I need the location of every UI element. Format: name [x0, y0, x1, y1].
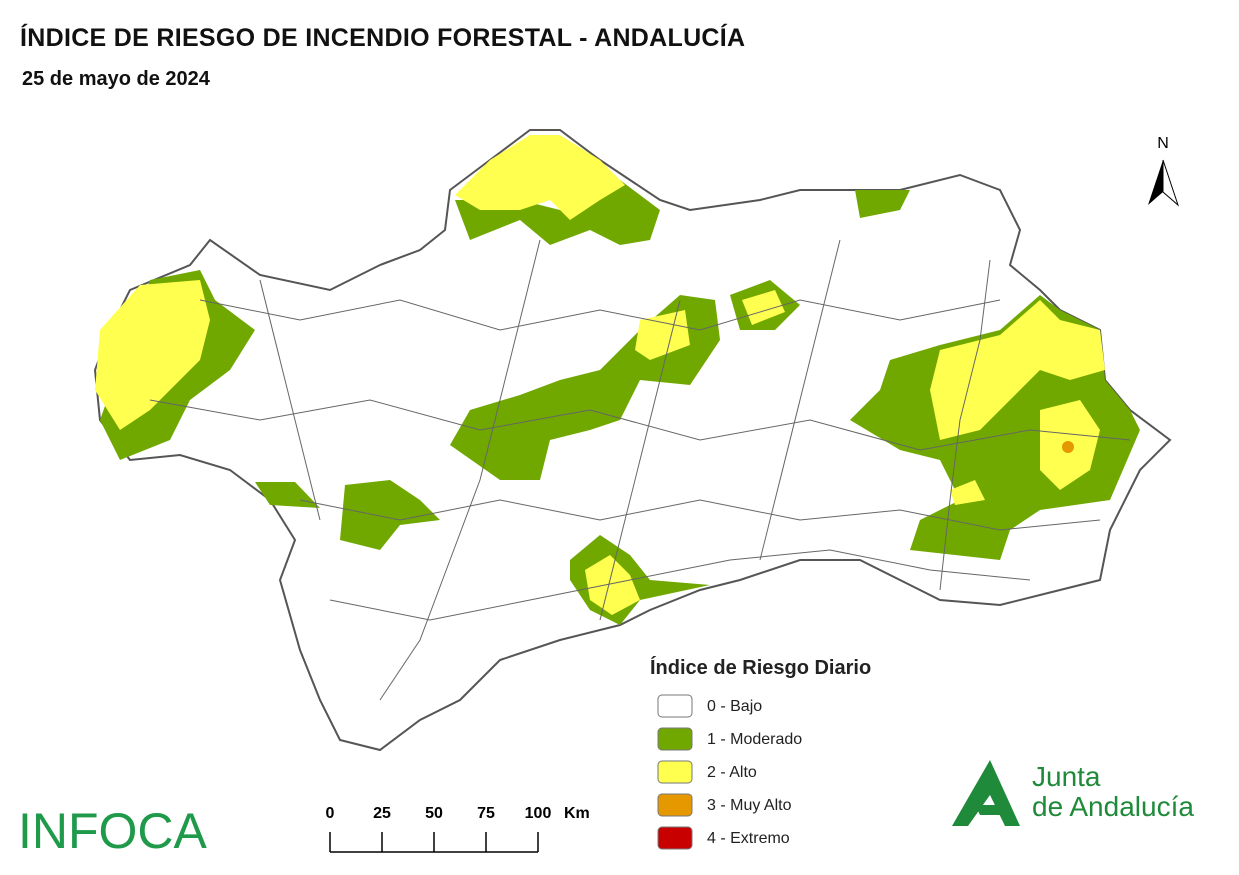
junta-logo: Junta de Andalucía — [952, 760, 1194, 826]
risk-area — [1062, 441, 1074, 453]
legend-swatch — [657, 760, 693, 784]
map-subtitle: 25 de mayo de 2024 — [22, 68, 210, 90]
north-label: N — [1157, 135, 1169, 152]
municipal-boundaries — [149, 239, 1131, 701]
risk-area — [255, 482, 320, 508]
legend-label: 2 - Alto — [707, 764, 757, 781]
north-arrow: N — [1148, 135, 1180, 207]
risk-area — [930, 300, 1105, 440]
legend-label: 1 - Moderado — [707, 731, 802, 748]
scale-label: 0 — [326, 805, 335, 822]
scale-label: 75 — [477, 805, 495, 822]
scale-label: 50 — [425, 805, 443, 822]
legend-label: 4 - Extremo — [707, 830, 790, 847]
junta-line2: de Andalucía — [1032, 791, 1194, 822]
legend-title: Índice de Riesgo Diario — [650, 656, 871, 679]
risk-area — [340, 480, 440, 550]
risk-area — [455, 135, 625, 220]
infoca-logo: INFOCA — [18, 803, 208, 859]
scale-bar: 0 25 50 75 100 Km — [326, 805, 590, 853]
legend-label: 0 - Bajo — [707, 698, 762, 715]
map-title: ÍNDICE DE RIESGO DE INCENDIO FORESTAL - … — [20, 24, 746, 52]
scale-unit: Km — [564, 805, 590, 822]
scale-label: 25 — [373, 805, 391, 822]
risk-area — [455, 180, 660, 245]
high-areas — [95, 135, 1105, 615]
scale-label: 100 — [525, 805, 552, 822]
risk-area — [855, 190, 910, 218]
risk-area — [95, 280, 210, 430]
junta-line1: Junta — [1032, 761, 1101, 792]
legend-label: 3 - Muy Alto — [707, 797, 792, 814]
legend-swatch — [657, 694, 693, 718]
risk-area — [742, 290, 785, 325]
legend-swatch — [657, 727, 693, 751]
legend: 0 - Bajo 1 - Moderado 2 - Alto 3 - Muy Alto… — [657, 694, 802, 850]
risk-area — [585, 555, 640, 615]
legend-swatch — [657, 826, 693, 850]
risk-area — [635, 310, 690, 360]
legend-swatch — [657, 793, 693, 817]
risk-area — [950, 480, 985, 505]
